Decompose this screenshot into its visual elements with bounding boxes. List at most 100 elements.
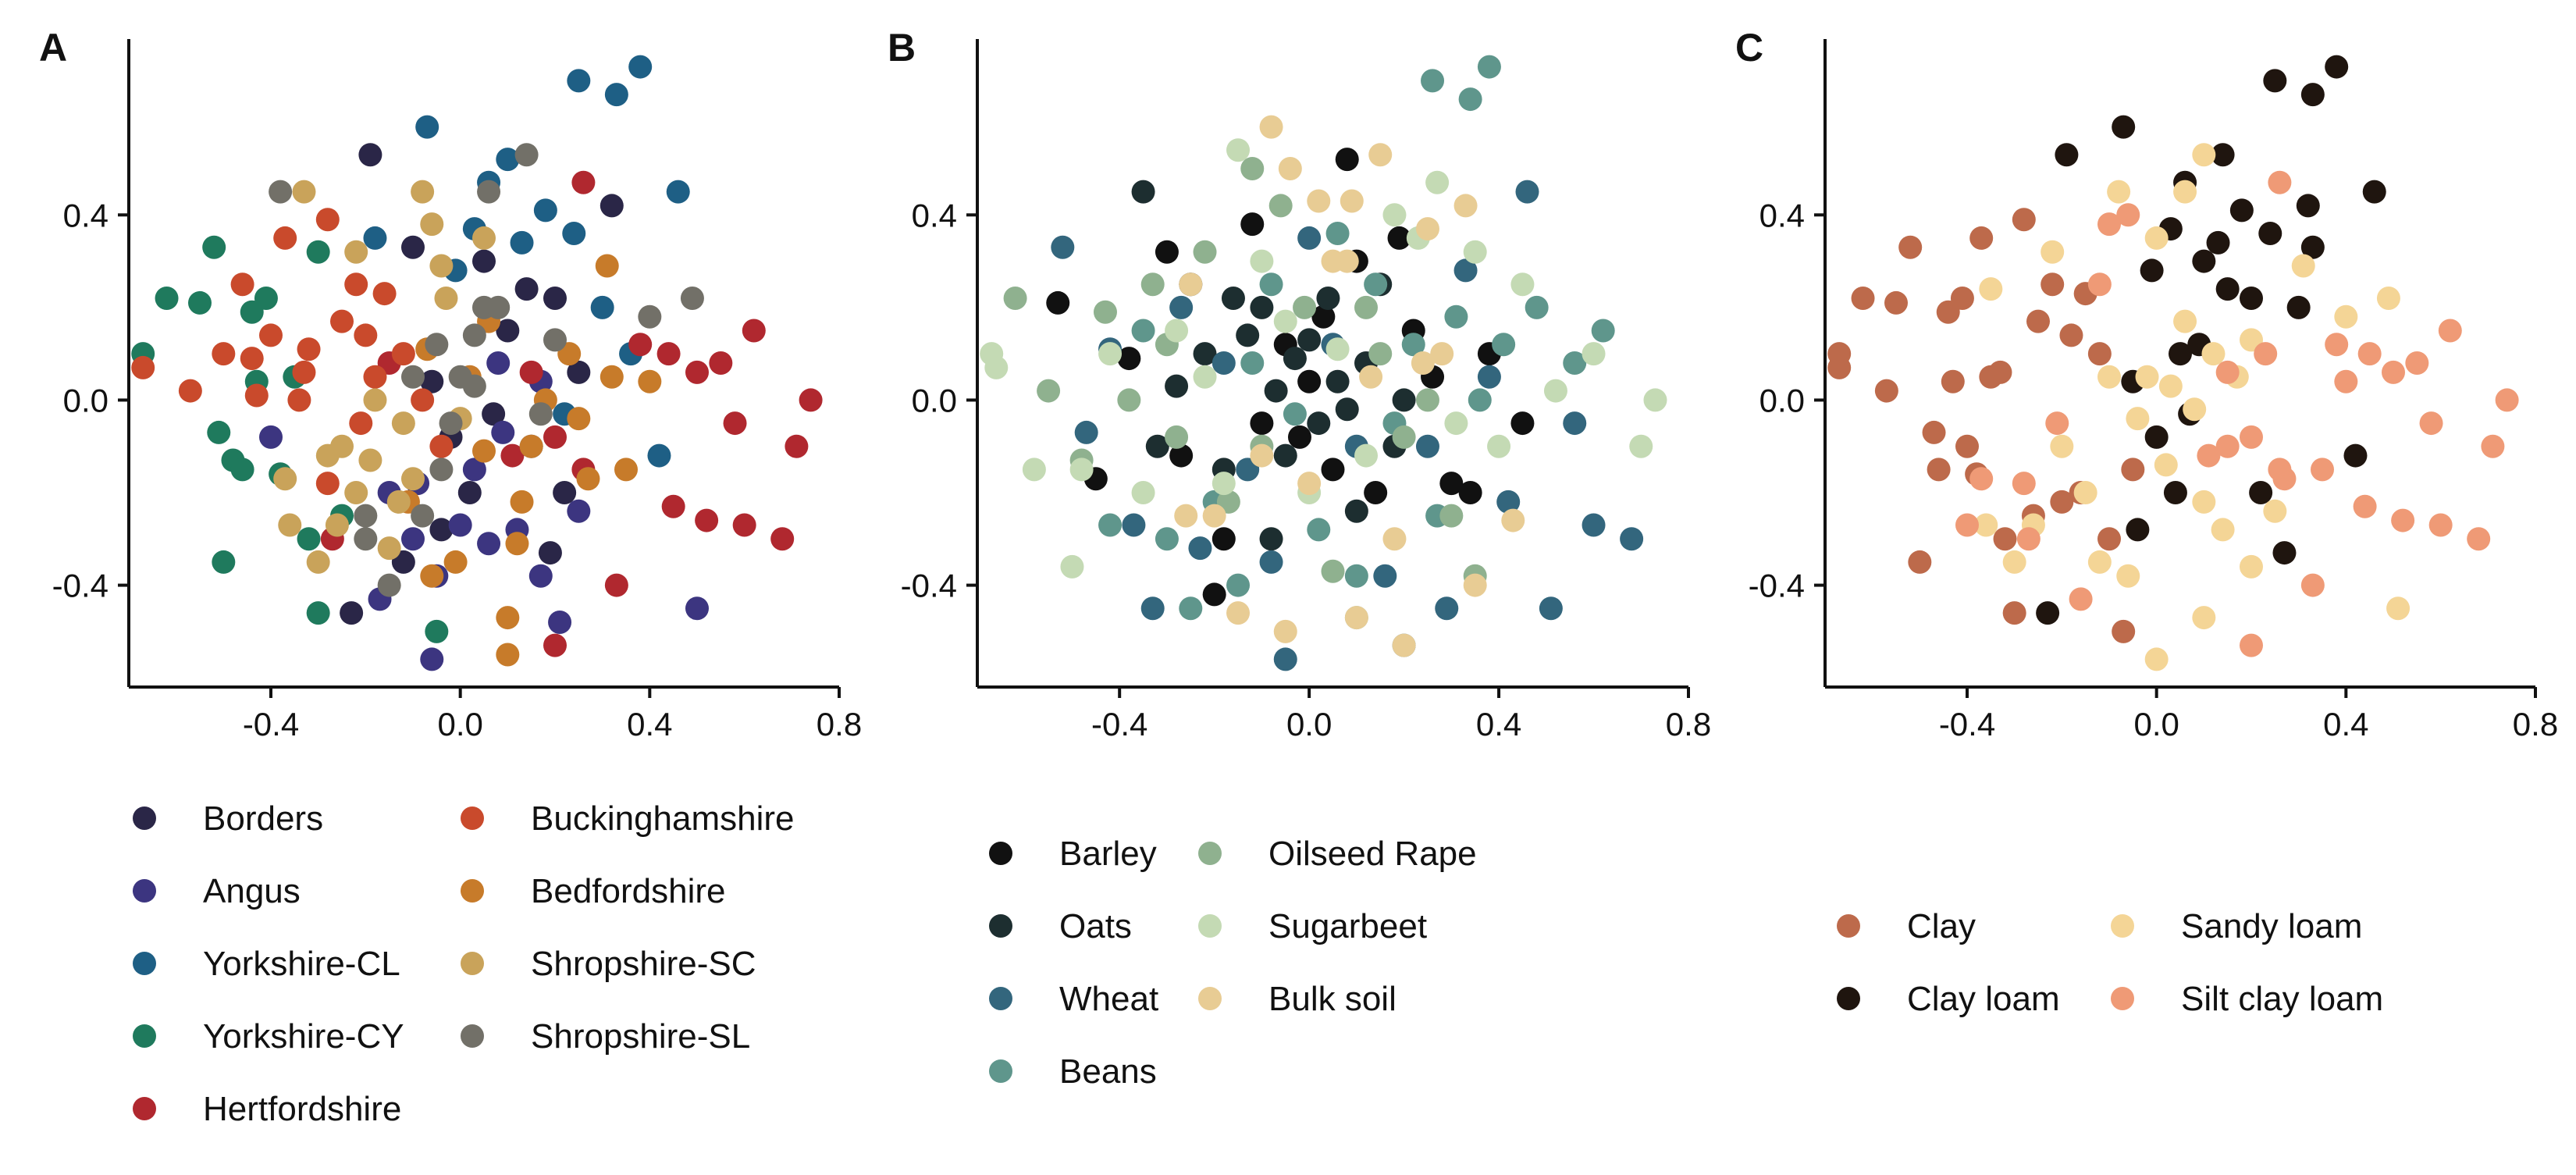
point-wheat (1140, 596, 1165, 621)
x-tick-label: 0.4 (627, 706, 672, 742)
point-bulk-soil (1382, 527, 1407, 551)
point-silt-clay-loam (2215, 360, 2240, 384)
point-sandy-loam (2291, 254, 2315, 278)
point-wheat (1453, 258, 1478, 283)
legend-label-angus: Angus (203, 872, 301, 910)
point-shropshire-sc (429, 254, 454, 278)
point-beans (1283, 402, 1307, 426)
point-borders (429, 518, 454, 542)
point-buckinghamshire (273, 226, 297, 250)
point-barley (1287, 425, 1311, 449)
point-borders (567, 360, 591, 384)
x-tick-label: 0.0 (437, 706, 482, 742)
y-tick-label: 0.4 (63, 197, 109, 233)
point-barley (1321, 458, 1345, 482)
point-sandy-loam (2183, 397, 2207, 422)
point-shropshire-sl (528, 402, 553, 426)
point-bedfordshire (472, 439, 496, 463)
point-silt-clay-loam (2334, 369, 2358, 393)
point-silt-clay-loam (2045, 411, 2069, 436)
point-hertfordshire (685, 360, 709, 384)
panel-b: B-0.4 0.0 0.4 0.8-0.40.00.4BarleyOatsWheatB… (888, 26, 1711, 1091)
point-clay-loam (2240, 287, 2263, 310)
point-oilseed-rape (1354, 295, 1379, 319)
point-sugarbeet (1463, 240, 1487, 264)
point-shropshire-sc (273, 467, 297, 491)
point-shropshire-sc (386, 490, 411, 514)
y-tick-label: 0.4 (1759, 197, 1805, 233)
point-angus (528, 564, 553, 588)
point-bulk-soil (1359, 365, 1383, 389)
point-sugarbeet (1226, 138, 1251, 162)
point-sugarbeet (1193, 365, 1217, 389)
point-angus (477, 532, 501, 556)
point-shropshire-sl (680, 287, 704, 310)
point-oats (1307, 411, 1331, 436)
point-beans (1307, 518, 1331, 542)
point-barley (1250, 411, 1274, 436)
legend: Clay Clay loam Sandy loam Silt clay loam (1837, 907, 2383, 1018)
point-oilseed-rape (1003, 287, 1027, 310)
point-silt-clay-loam (2268, 170, 2292, 194)
point-shropshire-sc (391, 411, 415, 436)
point-clay (1969, 226, 1994, 250)
point-shropshire-sl (354, 504, 378, 528)
x-tick-label: 0.8 (1666, 706, 1711, 742)
point-clay-loam (2036, 601, 2060, 625)
point-oats (1259, 527, 1283, 551)
point-wheat (1169, 295, 1194, 319)
point-clay (1908, 550, 1932, 574)
point-clay (1927, 458, 1951, 482)
point-angus (462, 458, 486, 482)
point-sandy-loam (2087, 550, 2112, 574)
legend-label-hertfordshire: Hertfordshire (203, 1090, 401, 1128)
point-silt-clay-loam (2215, 434, 2240, 458)
point-silt-clay-loam (2197, 443, 2221, 468)
point-shropshire-sc (411, 180, 435, 204)
point-clay (2026, 309, 2050, 333)
point-barley (1387, 226, 1411, 250)
point-bulk-soil (1278, 157, 1302, 180)
point-angus (420, 647, 444, 671)
point-buckinghamshire (411, 388, 435, 412)
point-hertfordshire (799, 388, 823, 412)
point-sugarbeet (1069, 458, 1094, 482)
point-bulk-soil (1453, 194, 1478, 218)
point-clay (1950, 287, 1974, 310)
point-hertfordshire (543, 425, 567, 449)
point-shropshire-sc (434, 287, 458, 310)
point-beans (1325, 222, 1350, 245)
point-wheat (1051, 235, 1075, 259)
point-barley (1364, 481, 1388, 504)
legend-swatch-barley (989, 842, 1012, 865)
point-sandy-loam (2041, 240, 2065, 264)
point-yorkshire-cl (510, 230, 534, 255)
point-shropshire-sl (543, 328, 567, 352)
point-borders (553, 481, 577, 504)
point-bedfordshire (600, 365, 624, 389)
point-oilseed-rape (1037, 379, 1061, 403)
point-sandy-loam (2240, 554, 2263, 579)
point-angus (491, 420, 515, 444)
point-sugarbeet (1060, 554, 1084, 579)
point-shropshire-sc (401, 467, 425, 491)
legend-label-oilseed-rape: Oilseed Rape (1268, 835, 1477, 873)
legend-label-clay-loam: Clay loam (1907, 980, 2060, 1018)
point-yorkshire-cl (628, 55, 653, 79)
legend-label-clay: Clay (1907, 907, 1976, 945)
point-clay-loam (2206, 230, 2230, 255)
point-wheat (1415, 434, 1439, 458)
legend-swatch-oilseed-rape (1198, 842, 1222, 865)
point-clay (2050, 490, 2074, 514)
point-silt-clay-loam (2382, 360, 2405, 384)
point-hertfordshire (723, 411, 747, 436)
point-silt-clay-loam (1955, 513, 1979, 537)
legend-swatch-borders (133, 806, 156, 830)
point-hertfordshire (661, 494, 685, 518)
point-silt-clay-loam (2087, 272, 2112, 297)
point-yorkshire-cl (647, 443, 671, 468)
point-wheat (1273, 647, 1297, 671)
legend-swatch-bedfordshire (461, 879, 484, 903)
point-shropshire-sl (429, 458, 454, 482)
point-oats (1264, 379, 1288, 403)
